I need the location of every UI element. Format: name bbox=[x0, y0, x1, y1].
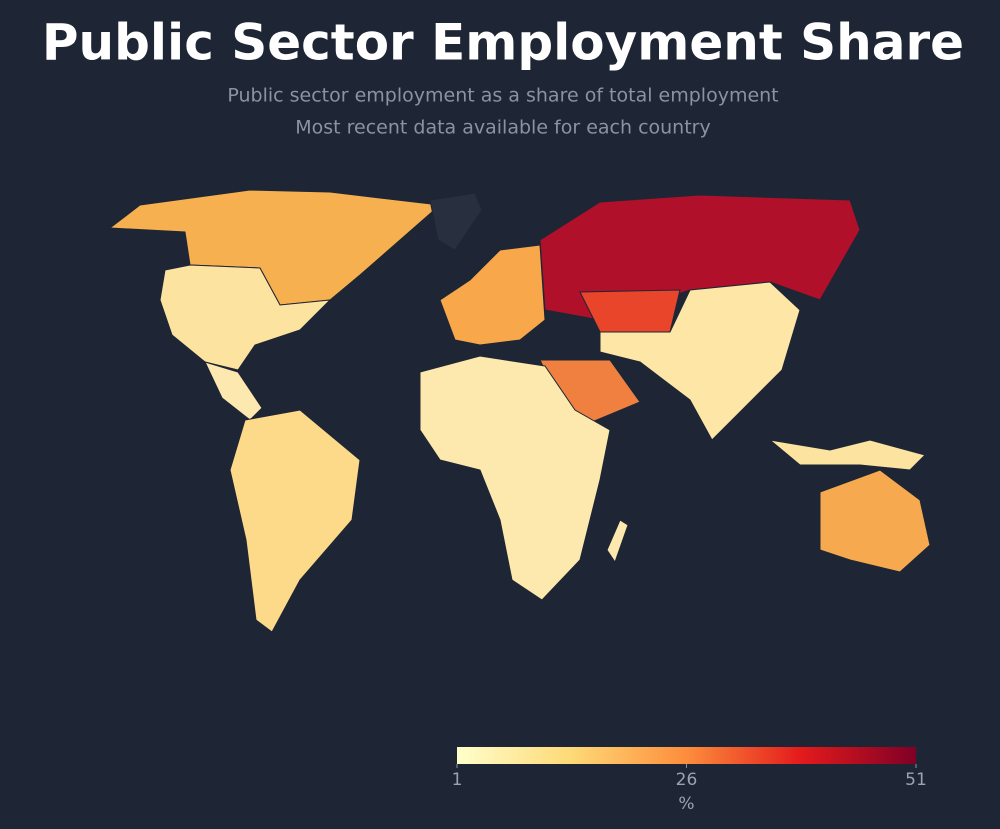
country bbox=[159, 264, 332, 371]
colorbar bbox=[457, 747, 916, 764]
country bbox=[539, 194, 861, 321]
colorbar-tick-label: 26 bbox=[676, 770, 698, 790]
country bbox=[439, 244, 546, 346]
colorbar-title: % bbox=[678, 794, 694, 814]
colorbar-tick-label: 51 bbox=[905, 770, 927, 790]
subtitle: Public sector employment as a share of t… bbox=[227, 85, 778, 107]
subtitle: Most recent data available for each coun… bbox=[295, 117, 710, 139]
chart-title: Public Sector Employment Share bbox=[42, 14, 964, 72]
country bbox=[599, 281, 801, 441]
country bbox=[229, 409, 361, 633]
colorbar-tick-label: 1 bbox=[452, 770, 463, 790]
country bbox=[419, 355, 611, 601]
country bbox=[204, 361, 263, 421]
country bbox=[579, 289, 681, 333]
country bbox=[429, 192, 483, 251]
map bbox=[108, 189, 931, 633]
country bbox=[108, 189, 442, 306]
country bbox=[819, 469, 931, 573]
country bbox=[768, 439, 926, 471]
country bbox=[606, 519, 629, 564]
